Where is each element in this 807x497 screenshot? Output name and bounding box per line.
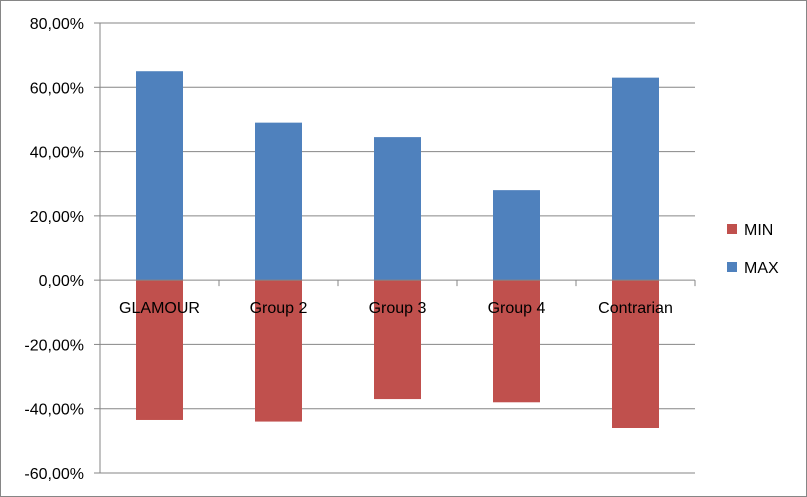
y-tick-label: -60,00% [24, 466, 84, 483]
bar-min [136, 280, 183, 420]
legend-label-max: MAX [744, 260, 779, 277]
y-tick-label: 80,00% [30, 16, 84, 33]
category-label: GLAMOUR [119, 300, 200, 317]
category-label: Contrarian [598, 300, 673, 317]
y-tick-label: 60,00% [30, 80, 84, 97]
bars [136, 71, 659, 428]
category-label: Group 3 [369, 300, 427, 317]
category-label: Group 4 [488, 300, 546, 317]
legend-swatch-min [727, 224, 737, 234]
bar-max [136, 71, 183, 281]
category-labels: GLAMOUR Group 2 Group 3 Group 4 Contrarian [119, 300, 673, 317]
axes [94, 22, 696, 474]
y-tick-label: -20,00% [24, 337, 84, 354]
y-tick-label: 40,00% [30, 145, 84, 162]
bar-max [374, 137, 421, 281]
y-tick-label: -40,00% [24, 402, 84, 419]
y-tick-label: 20,00% [30, 209, 84, 226]
bar-min [493, 280, 540, 403]
y-tick-labels: 80,00% 60,00% 40,00% 20,00% 0,00% -20,00% -40,… [24, 16, 84, 483]
legend-swatch-max [727, 262, 737, 272]
bar-max [255, 122, 302, 281]
legend-label-min: MIN [744, 222, 773, 239]
bar-min [612, 280, 659, 428]
legend: MIN MAX [727, 222, 779, 277]
bar-max [612, 77, 659, 281]
y-tick-label: 0,00% [39, 273, 84, 290]
bar-min [255, 280, 302, 422]
category-label: Group 2 [250, 300, 308, 317]
bar-max [493, 190, 540, 281]
bar-min [374, 280, 421, 400]
